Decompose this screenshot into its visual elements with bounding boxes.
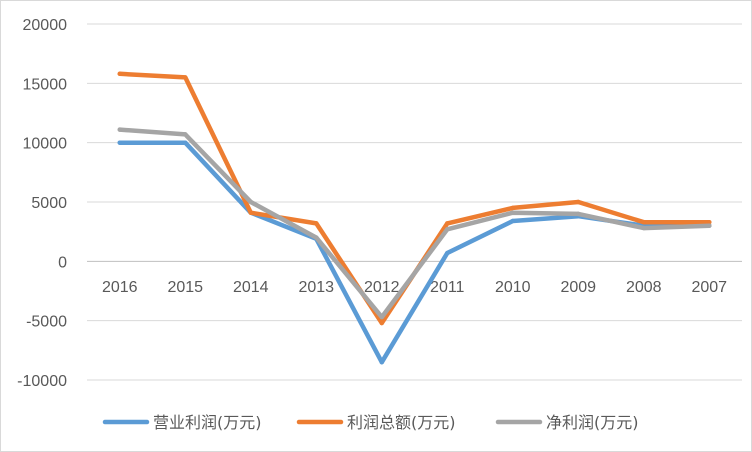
x-tick-label: 2011 <box>430 279 465 296</box>
x-tick-label: 2012 <box>364 279 400 296</box>
legend-item: 营业利润(万元) <box>102 413 262 432</box>
y-tick-label: 5000 <box>31 195 67 212</box>
series-lines <box>117 71 712 365</box>
data-point <box>576 211 581 217</box>
data-point <box>379 320 384 326</box>
legend-label: 净利润(万元) <box>546 413 639 432</box>
legend-label: 利润总额(万元) <box>347 413 456 432</box>
x-tick-label: 2013 <box>298 279 334 296</box>
legend: 营业利润(万元) 利润总额(万元) 净利润(万元) <box>102 413 639 432</box>
data-point <box>641 219 646 225</box>
data-point <box>314 235 319 240</box>
data-point <box>314 221 319 226</box>
data-point <box>707 219 712 225</box>
y-tick-label: -10000 <box>17 373 67 390</box>
data-point <box>117 140 122 145</box>
x-tick-label: 2008 <box>626 279 662 296</box>
data-point <box>248 199 253 205</box>
data-point <box>445 227 450 232</box>
data-point <box>183 140 188 145</box>
x-axis-tick-labels: 2016 2015 2014 2013 2012 2011 2010 2009 2008 2007 <box>102 279 727 296</box>
y-tick-label: 0 <box>58 254 67 271</box>
x-tick-label: 2016 <box>102 279 138 296</box>
series-line <box>117 140 712 365</box>
data-point <box>445 221 450 226</box>
data-point <box>117 71 122 77</box>
y-tick-label: 15000 <box>23 76 68 93</box>
data-point <box>576 199 581 205</box>
series-line <box>117 71 712 326</box>
data-point <box>379 314 384 320</box>
series-3 <box>117 127 712 320</box>
data-point <box>445 250 450 256</box>
data-point <box>510 210 515 215</box>
x-tick-label: 2015 <box>167 279 203 296</box>
y-tick-label: 10000 <box>23 136 68 153</box>
x-tick-label: 2007 <box>691 279 727 296</box>
y-axis-tick-labels: -10000 -5000 0 5000 10000 15000 20000 <box>17 17 67 390</box>
data-point <box>183 132 188 137</box>
legend-item: 净利润(万元) <box>495 413 639 432</box>
x-tick-label: 2014 <box>233 279 269 296</box>
x-tick-label: 2010 <box>495 279 531 296</box>
legend-label: 营业利润(万元) <box>153 413 262 432</box>
y-tick-label: -5000 <box>26 314 67 331</box>
y-tick-label: 20000 <box>23 17 68 34</box>
data-point <box>510 218 515 224</box>
series-2 <box>117 71 712 326</box>
data-point <box>117 127 122 132</box>
data-point <box>510 205 515 211</box>
legend-item: 利润总额(万元) <box>296 413 456 432</box>
data-point <box>183 75 188 80</box>
data-point <box>641 225 646 231</box>
data-point <box>248 210 253 215</box>
series-1 <box>117 140 712 365</box>
x-tick-label: 2009 <box>560 279 596 296</box>
series-line <box>117 127 712 320</box>
data-point <box>379 360 384 365</box>
data-point <box>707 223 712 228</box>
